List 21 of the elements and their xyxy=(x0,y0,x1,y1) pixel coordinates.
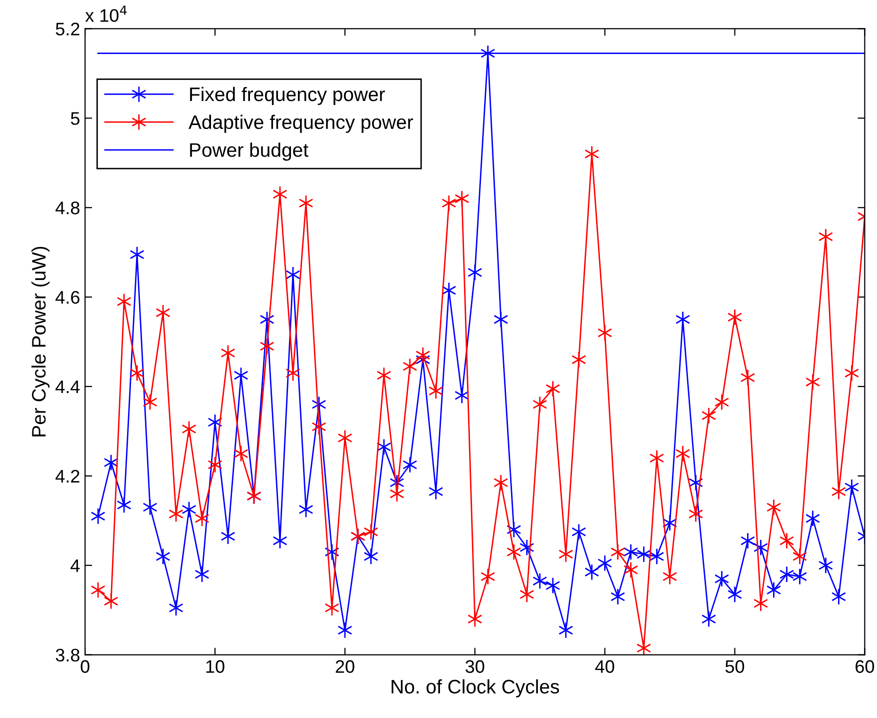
legend-label: Adaptive frequency power xyxy=(188,114,414,133)
x-tick-label: 0 xyxy=(80,660,90,673)
x-tick-label: 60 xyxy=(856,660,874,673)
x-tick-label: 30 xyxy=(466,660,484,673)
y-tick-label: 4.2 xyxy=(56,470,80,482)
legend-label: Fixed frequency power xyxy=(190,86,385,106)
x-tick-label: 50 xyxy=(725,660,744,673)
y-tick-label: 4 xyxy=(70,559,80,572)
x-axis-title: No. of Clock Cycles xyxy=(392,679,560,698)
y-axis-title: Per Cycle Power (uW) xyxy=(31,246,50,436)
y-tick-label: 4.8 xyxy=(56,202,80,214)
y-tick-label: 4.6 xyxy=(56,290,80,304)
x-tick-label: 40 xyxy=(595,660,614,673)
x-tick-label: 10 xyxy=(206,660,224,673)
x-tick-label: 20 xyxy=(336,660,354,673)
y-tick-label: 5 xyxy=(70,112,80,125)
text: x 10$^{4}$ xyxy=(85,6,127,22)
y-tick-label: 4.4 xyxy=(56,380,80,394)
y-tick-label: 3.8 xyxy=(56,648,80,662)
legend-label: Power budget xyxy=(190,142,308,161)
y-tick-label: 5.2 xyxy=(56,22,80,36)
